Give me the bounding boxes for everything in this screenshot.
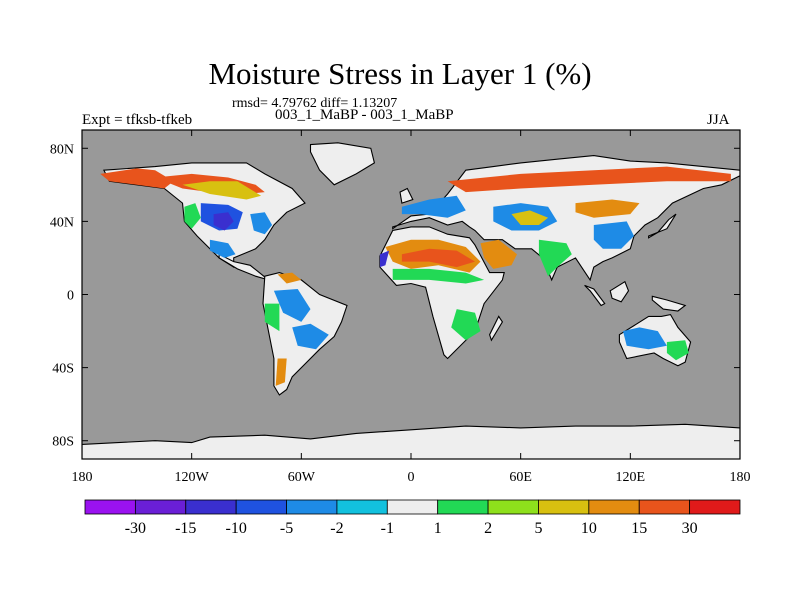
region-china-blue bbox=[593, 221, 634, 249]
x-tick-label: 60W bbox=[288, 470, 316, 485]
x-axis: 180 120W 60W 0 60E 120E 180 bbox=[72, 130, 751, 485]
x-tick-label: 120W bbox=[175, 470, 210, 485]
region-sa-blue bbox=[273, 289, 311, 322]
colorbar-box bbox=[437, 499, 489, 515]
region-uk bbox=[399, 187, 414, 204]
colorbar-label: -1 bbox=[381, 520, 394, 537]
colorbar-box bbox=[336, 499, 388, 515]
region-central-asia-yellow bbox=[511, 210, 549, 225]
region-australia-green bbox=[666, 340, 689, 361]
x-tick-label: 180 bbox=[72, 470, 93, 485]
colorbar-box bbox=[134, 499, 187, 515]
experiment-label: Expt = tfksb-tfkeb bbox=[82, 112, 193, 128]
colorbar-box bbox=[689, 499, 741, 515]
region-sahel-green bbox=[392, 268, 485, 284]
region-sa-north-orange bbox=[277, 272, 302, 284]
colorbar-label: -30 bbox=[125, 520, 146, 537]
colorbar-label: -2 bbox=[330, 520, 343, 537]
x-tick-label: 60E bbox=[509, 470, 532, 485]
colorbar-label: 1 bbox=[434, 520, 442, 537]
colorbar-label: -10 bbox=[225, 520, 246, 537]
stats-line: rmsd= 4.79762 diff= 1.13207 bbox=[232, 96, 398, 111]
colorbar-label: 15 bbox=[631, 520, 647, 537]
region-sa-blue-south bbox=[292, 323, 329, 350]
region-sahara-red bbox=[401, 248, 475, 268]
colorbar-label: -5 bbox=[280, 520, 293, 537]
colorbar-box bbox=[386, 499, 439, 515]
region-india-green bbox=[538, 239, 572, 277]
region-new-guinea bbox=[651, 295, 687, 312]
region-japan bbox=[648, 213, 677, 239]
region-alaska-red bbox=[100, 168, 174, 189]
season-label: JJA bbox=[707, 112, 730, 128]
x-tick-label: 180 bbox=[730, 470, 751, 485]
y-tick-label: 80S bbox=[52, 435, 74, 450]
colorbar-label: 30 bbox=[682, 520, 698, 537]
colorbar-box bbox=[84, 499, 136, 515]
region-borneo bbox=[609, 280, 630, 303]
colorbar-box bbox=[538, 499, 590, 515]
region-siberia-red bbox=[447, 166, 731, 193]
colorbar-label: 2 bbox=[484, 520, 492, 537]
region-sa-orange bbox=[275, 358, 287, 386]
region-sumatra bbox=[584, 284, 606, 307]
region-australia-blue bbox=[623, 327, 667, 350]
chart-title: Moisture Stress in Layer 1 (%) bbox=[208, 56, 592, 91]
colorbar-label: 10 bbox=[581, 520, 597, 537]
region-madagascar bbox=[489, 315, 504, 342]
region-greenland bbox=[309, 142, 376, 186]
colorbar-box bbox=[638, 499, 691, 515]
colorbar: -30 -15 -10 -5 -2 -1 1 2 5 10 15 30 bbox=[84, 499, 741, 537]
colorbar-box bbox=[185, 499, 237, 515]
y-tick-label: 40N bbox=[50, 215, 74, 230]
colorbar-label: -15 bbox=[175, 520, 196, 537]
case-label: 003_1_MaBP - 003_1_MaBP bbox=[275, 107, 454, 123]
region-mongolia-orange bbox=[575, 199, 640, 218]
colorbar-box bbox=[588, 499, 640, 515]
y-axis: 80N 40N 0 40S 80S bbox=[50, 142, 740, 450]
region-arabia-orange bbox=[480, 239, 517, 269]
land-regions bbox=[82, 142, 740, 459]
region-se-africa-green bbox=[451, 309, 481, 341]
region-us-west-green bbox=[184, 203, 201, 229]
y-tick-label: 40S bbox=[52, 362, 74, 377]
region-europe-blue bbox=[401, 195, 466, 218]
region-us-east-blue bbox=[250, 212, 273, 235]
y-tick-label: 80N bbox=[50, 142, 74, 157]
region-west-africa-blue bbox=[379, 250, 390, 268]
x-tick-label: 0 bbox=[408, 470, 415, 485]
region-us-dark bbox=[213, 212, 234, 231]
region-sa-green bbox=[264, 303, 280, 332]
colorbar-label: 5 bbox=[534, 520, 542, 537]
colorbar-box bbox=[487, 499, 539, 515]
y-tick-label: 0 bbox=[67, 289, 74, 304]
colorbar-box bbox=[235, 499, 287, 515]
colorbar-box bbox=[286, 499, 338, 515]
region-canada-yellow bbox=[182, 181, 262, 200]
x-tick-label: 120E bbox=[616, 470, 646, 485]
region-mexico-blue bbox=[209, 239, 236, 258]
region-antarctica bbox=[82, 423, 740, 459]
